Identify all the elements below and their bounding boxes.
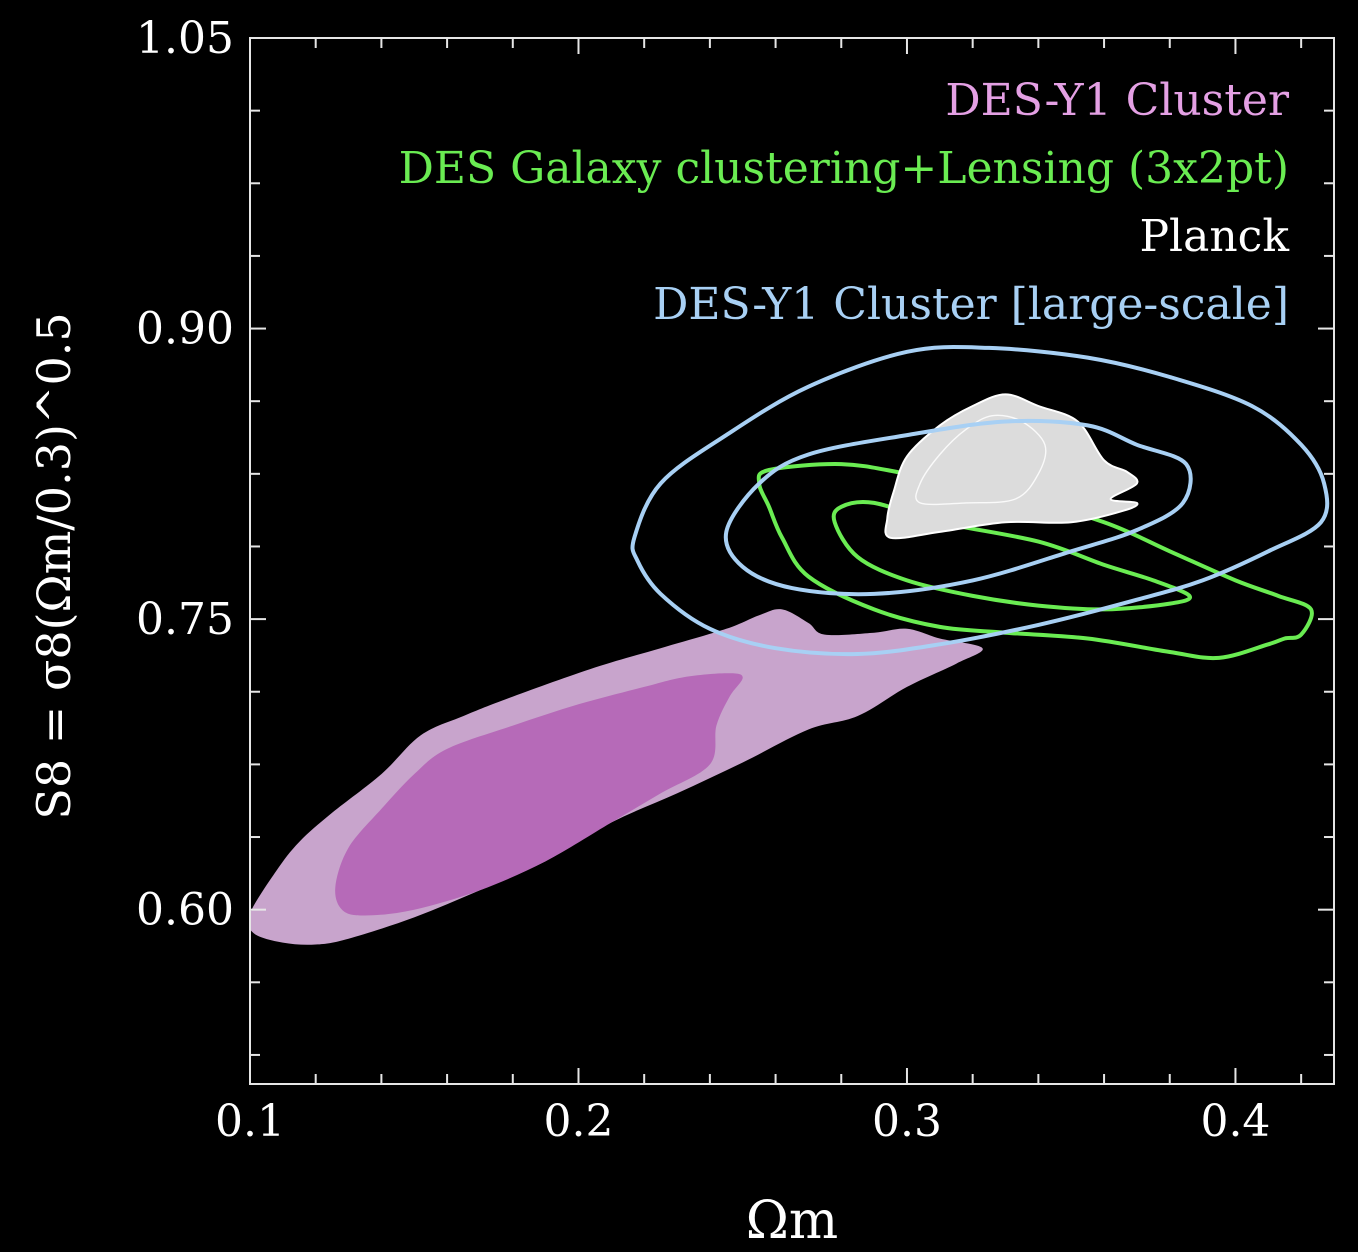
contour-95	[630, 345, 1330, 657]
y-axis-label: S8 = σ8(Ωm/0.3)^0.5	[27, 312, 81, 819]
series-des-y1-cluster	[250, 609, 983, 945]
legend-entry: DES-Y1 Cluster	[945, 75, 1290, 126]
contour-95	[884, 393, 1139, 540]
x-tick-label: 0.2	[543, 1096, 613, 1147]
y-tick-label: 1.05	[136, 13, 234, 64]
legend: DES-Y1 Cluster DES Galaxy clustering+Lens…	[399, 75, 1290, 330]
x-tick-label: 0.4	[1200, 1096, 1270, 1147]
legend-entry: DES-Y1 Cluster [large-scale]	[653, 279, 1289, 330]
x-tick-label: 0.3	[872, 1096, 942, 1147]
legend-entry: DES Galaxy clustering+Lensing (3x2pt)	[399, 143, 1289, 194]
contour-68	[335, 673, 743, 916]
plot-frame	[249, 37, 1335, 1085]
contour-layer	[250, 345, 1330, 945]
series-des-y1-cluster-large-scale	[630, 345, 1330, 657]
series-planck	[884, 393, 1139, 540]
legend-entry: Planck	[1139, 211, 1289, 262]
y-tick-label: 0.75	[136, 594, 234, 645]
tick-layer: 0.1 0.2 0.3 0.4 0.60 0.75 0.90 1.05	[136, 13, 1334, 1147]
y-tick-label: 0.90	[136, 304, 234, 355]
y-tick-label: 0.60	[136, 885, 234, 936]
x-tick-label: 0.1	[215, 1096, 285, 1147]
x-axis-label: Ωm	[746, 1191, 838, 1251]
contour-68	[723, 418, 1193, 597]
